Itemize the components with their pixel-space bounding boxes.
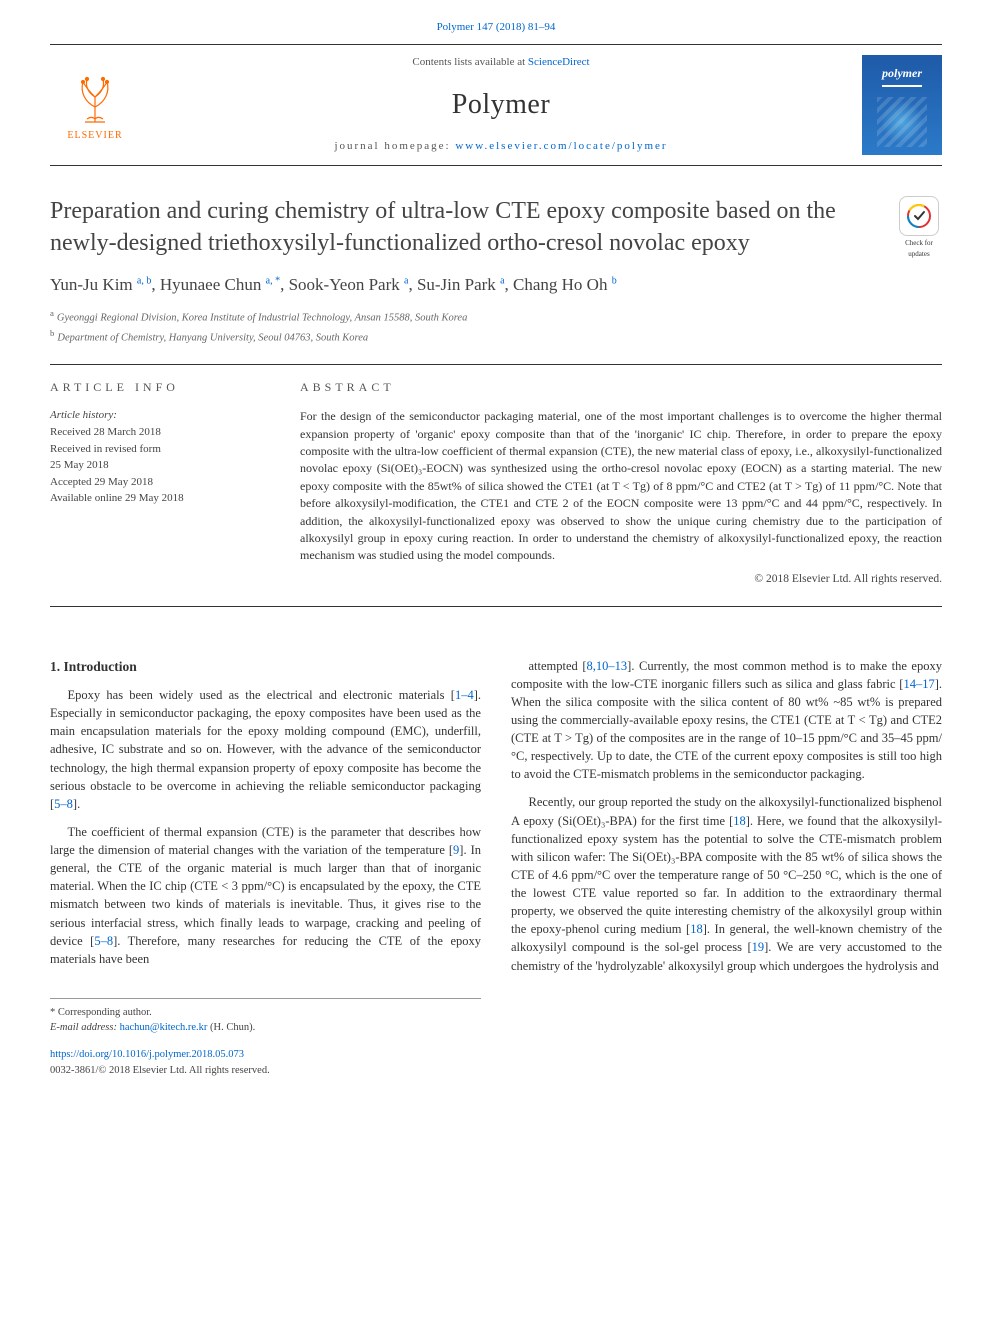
title-row: Preparation and curing chemistry of ultr… (50, 196, 942, 258)
affiliation-sup: b (50, 328, 54, 338)
corresponding-author-footnote: * Corresponding author. E-mail address: … (50, 998, 481, 1035)
author: Hyunaee Chun a, * (160, 275, 280, 294)
author-affil-sup: a (404, 275, 408, 286)
reference-link[interactable]: 9 (453, 843, 459, 857)
info-abstract-row: ARTICLE INFO Article history: Received 2… (50, 379, 942, 588)
check-updates-badge[interactable]: Check for updates (896, 196, 942, 258)
contents-prefix: Contents lists available at (412, 56, 527, 68)
email-person: (H. Chun). (207, 1022, 255, 1033)
corresponding-email-link[interactable]: hachun@kitech.re.kr (120, 1022, 208, 1033)
abstract-heading: ABSTRACT (300, 379, 942, 396)
author-affil-sup: a, * (266, 275, 280, 286)
cover-journal-word: polymer (882, 65, 922, 86)
sciencedirect-link[interactable]: ScienceDirect (528, 56, 590, 68)
cover-graphic (877, 97, 927, 147)
check-updates-label-2: updates (896, 249, 942, 259)
article-history-label: Article history: (50, 408, 260, 424)
publisher-logo: ELSEVIER (50, 60, 140, 150)
affiliation-sup: a (50, 308, 54, 318)
history-line: Available online 29 May 2018 (50, 490, 260, 507)
body-paragraph: attempted [8,10–13]. Currently, the most… (511, 657, 942, 784)
body-paragraph: Epoxy has been widely used as the electr… (50, 686, 481, 813)
author: Sook-Yeon Park a (289, 275, 409, 294)
doi-link[interactable]: https://doi.org/10.1016/j.polymer.2018.0… (50, 1049, 244, 1060)
author: Chang Ho Oh b (513, 275, 617, 294)
email-label: E-mail address: (50, 1022, 120, 1033)
authors-line: Yun-Ju Kim a, b, Hyunaee Chun a, *, Sook… (50, 273, 942, 298)
abstract-copyright: © 2018 Elsevier Ltd. All rights reserved… (300, 571, 942, 588)
reference-link[interactable]: 1–4 (455, 688, 474, 702)
rule-below-abstract (50, 606, 942, 607)
author: Su-Jin Park a (417, 275, 505, 294)
journal-homepage-line: journal homepage: www.elsevier.com/locat… (140, 139, 862, 155)
history-line: Accepted 29 May 2018 (50, 474, 260, 491)
left-column: 1. Introduction Epoxy has been widely us… (50, 657, 481, 1078)
corresponding-email-line: E-mail address: hachun@kitech.re.kr (H. … (50, 1020, 481, 1035)
elsevier-tree-icon (65, 67, 125, 127)
journal-header: ELSEVIER Contents lists available at Sci… (50, 44, 942, 166)
journal-cover-thumbnail: polymer (862, 55, 942, 155)
reference-link[interactable]: 5–8 (94, 934, 113, 948)
crossmark-icon (899, 196, 939, 236)
article-title: Preparation and curing chemistry of ultr… (50, 196, 880, 258)
section-heading-introduction: 1. Introduction (50, 657, 481, 677)
author-affil-sup: a (500, 275, 504, 286)
journal-name: Polymer (140, 85, 862, 126)
journal-citation: Polymer 147 (2018) 81–94 (50, 20, 942, 36)
abstract-body: For the design of the semiconductor pack… (300, 408, 942, 565)
article-history-lines: Received 28 March 2018Received in revise… (50, 424, 260, 507)
body-paragraph: The coefficient of thermal expansion (CT… (50, 823, 481, 968)
affiliation-line: bDepartment of Chemistry, Hanyang Univer… (50, 327, 942, 346)
corresponding-label: * Corresponding author. (50, 1005, 481, 1020)
history-line: Received 28 March 2018 (50, 424, 260, 441)
publisher-name: ELSEVIER (67, 129, 122, 144)
body-paragraph: Recently, our group reported the study o… (511, 793, 942, 974)
body-columns: 1. Introduction Epoxy has been widely us… (50, 657, 942, 1078)
reference-link[interactable]: 8,10–13 (587, 659, 628, 673)
journal-homepage-link[interactable]: www.elsevier.com/locate/polymer (455, 140, 667, 152)
contents-available-line: Contents lists available at ScienceDirec… (140, 55, 862, 71)
reference-link[interactable]: 18 (690, 922, 703, 936)
history-line: 25 May 2018 (50, 457, 260, 474)
reference-link[interactable]: 19 (752, 940, 765, 954)
homepage-prefix: journal homepage: (334, 140, 455, 152)
abstract: ABSTRACT For the design of the semicondu… (300, 379, 942, 588)
author-affil-sup: a, b (137, 275, 151, 286)
right-column: attempted [8,10–13]. Currently, the most… (511, 657, 942, 1078)
check-updates-label-1: Check for (896, 238, 942, 248)
affiliations: aGyeonggi Regional Division, Korea Insti… (50, 307, 942, 346)
article-info-heading: ARTICLE INFO (50, 379, 260, 396)
reference-link[interactable]: 18 (733, 814, 746, 828)
issn-copyright-line: 0032-3861/© 2018 Elsevier Ltd. All right… (50, 1063, 481, 1078)
article-info: ARTICLE INFO Article history: Received 2… (50, 379, 260, 588)
affiliation-line: aGyeonggi Regional Division, Korea Insti… (50, 307, 942, 326)
author: Yun-Ju Kim a, b (50, 275, 151, 294)
header-center: Contents lists available at ScienceDirec… (140, 55, 862, 155)
author-affil-sup: b (612, 275, 617, 286)
reference-link[interactable]: 14–17 (903, 677, 934, 691)
history-line: Received in revised form (50, 441, 260, 458)
doi-block: https://doi.org/10.1016/j.polymer.2018.0… (50, 1047, 481, 1077)
reference-link[interactable]: 5–8 (54, 797, 73, 811)
rule-above-abstract (50, 364, 942, 365)
